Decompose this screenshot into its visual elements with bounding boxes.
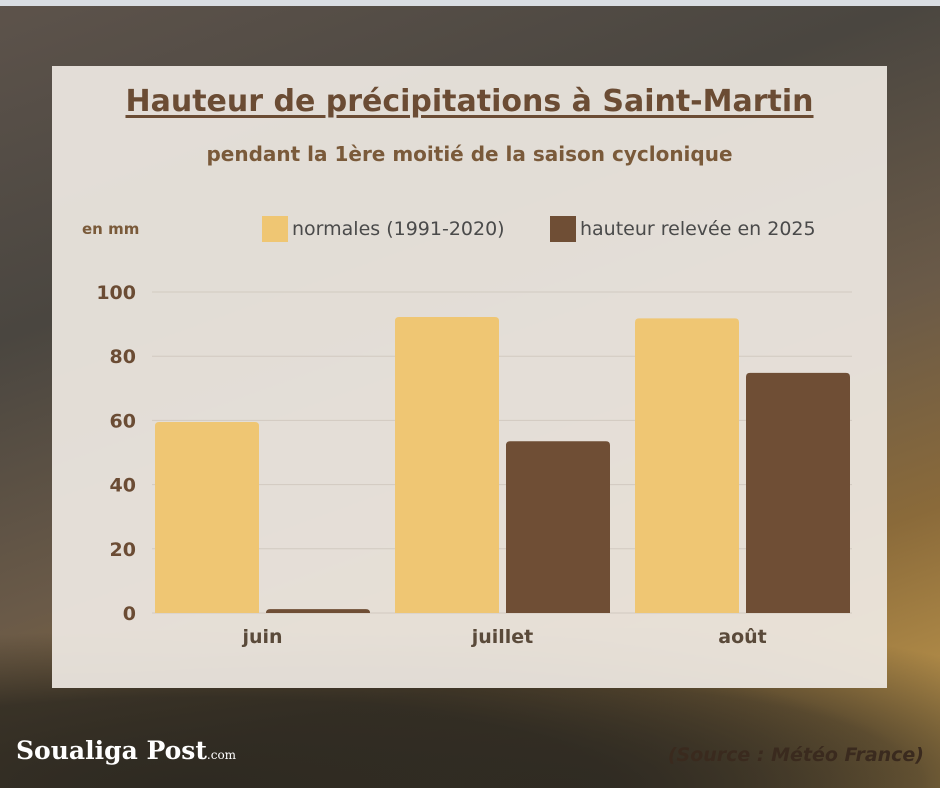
y-tick-label: 20	[110, 539, 136, 561]
legend-item-normales: normales (1991-2020)	[262, 216, 505, 242]
chart-panel: Hauteur de précipitations à Saint-Martin…	[52, 66, 887, 688]
bar-2025-2	[746, 372, 850, 613]
brand-name: Soualiga Post	[16, 736, 207, 765]
y-tick-label: 60	[110, 410, 136, 432]
chart-subtitle: pendant la 1ère moitié de la saison cycl…	[206, 142, 733, 166]
bar-chart: 0 20 40 60 80 100 juin juillet août	[96, 282, 852, 648]
y-tick-label: 80	[110, 346, 136, 368]
y-tick-label: 0	[123, 603, 136, 625]
brand-logo: Soualiga Post.com	[16, 736, 236, 765]
chart-title: Hauteur de précipitations à Saint-Martin	[125, 84, 814, 119]
bar-normales-1	[395, 317, 499, 613]
y-axis-unit: en mm	[82, 220, 140, 238]
legend-label-2025: hauteur relevée en 2025	[580, 218, 816, 240]
y-tick-label: 40	[110, 475, 136, 497]
bar-2025-0	[266, 609, 370, 613]
bar-normales-2	[635, 318, 739, 613]
top-strip	[0, 0, 940, 6]
x-tick-label: août	[718, 626, 766, 648]
bar-2025-1	[506, 441, 610, 613]
bar-normales-0	[155, 422, 259, 613]
legend-swatch-normales	[262, 216, 288, 242]
source-note: (Source : Météo France)	[667, 744, 924, 766]
legend-swatch-2025	[550, 216, 576, 242]
legend-label-normales: normales (1991-2020)	[292, 218, 505, 240]
brand-domain: .com	[206, 748, 237, 762]
x-tick-label: juin	[241, 626, 282, 648]
x-tick-label: juillet	[471, 626, 534, 648]
legend-item-2025: hauteur relevée en 2025	[550, 216, 816, 242]
y-tick-label: 100	[96, 282, 136, 304]
